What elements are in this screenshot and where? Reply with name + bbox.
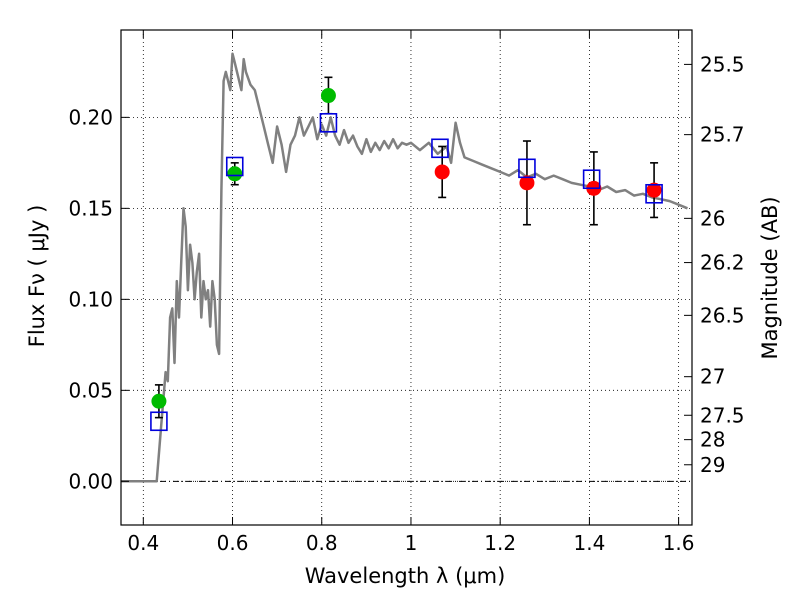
magnitude-tick-label: 27 xyxy=(700,365,725,389)
grid-lines xyxy=(121,30,692,525)
model-photometry-square xyxy=(431,138,449,159)
model-photometry-square xyxy=(319,113,338,133)
y-tick-label: 0.10 xyxy=(68,287,113,311)
x-tick-label: 1.2 xyxy=(484,531,516,555)
y-tick-label: 0.00 xyxy=(68,469,113,493)
plot-frame xyxy=(120,29,693,526)
y-axis-label: Flux Fν ( μJy ) xyxy=(25,205,49,348)
magnitude-tick-label: 25.7 xyxy=(700,123,745,147)
data-point xyxy=(646,182,662,198)
x-axis-label: Wavelength λ (μm) xyxy=(305,564,506,588)
model-spectrum xyxy=(121,52,688,483)
data-point xyxy=(227,166,243,182)
magnitude-tick-label: 28 xyxy=(700,428,725,452)
y-tick-label: 0.05 xyxy=(68,378,113,402)
data-point xyxy=(519,175,535,191)
data-point xyxy=(434,164,450,180)
data-point xyxy=(151,393,167,409)
data-point xyxy=(320,88,336,104)
model-spectrum-line xyxy=(121,52,688,483)
x-tick-label: 0.4 xyxy=(127,531,159,555)
magnitude-tick-label: 26.2 xyxy=(700,251,745,275)
x-tick-label: 1 xyxy=(405,531,418,555)
model-photometry-square xyxy=(645,183,663,204)
model-photometry-square xyxy=(225,156,244,177)
y-tick-label: 0.20 xyxy=(68,105,113,129)
x-tick-label: 1.6 xyxy=(663,531,695,555)
model-photometry-square xyxy=(582,169,601,190)
magnitude-tick-label: 27.5 xyxy=(700,403,745,427)
x-tick-label: 0.6 xyxy=(217,531,249,555)
magnitude-axis-label: Magnitude (AB) xyxy=(758,196,782,359)
x-tick-label: 1.4 xyxy=(573,531,605,555)
magnitude-tick-label: 29 xyxy=(700,453,725,477)
photometry-points xyxy=(150,76,663,432)
model-photometry-square xyxy=(150,411,168,432)
model-photometry-square xyxy=(518,158,536,179)
magnitude-tick-label: 25.5 xyxy=(700,52,745,76)
magnitude-tick-label: 26 xyxy=(700,206,725,230)
x-tick-label: 0.8 xyxy=(306,531,338,555)
y-tick-label: 0.15 xyxy=(68,196,113,220)
magnitude-tick-label: 26.5 xyxy=(700,303,745,327)
axis-ticks: 0.4 0.6 0.8 1 1.2 1.4 1.6 0.00 0.05 0.10 0.15 0.20 2… xyxy=(68,30,745,555)
